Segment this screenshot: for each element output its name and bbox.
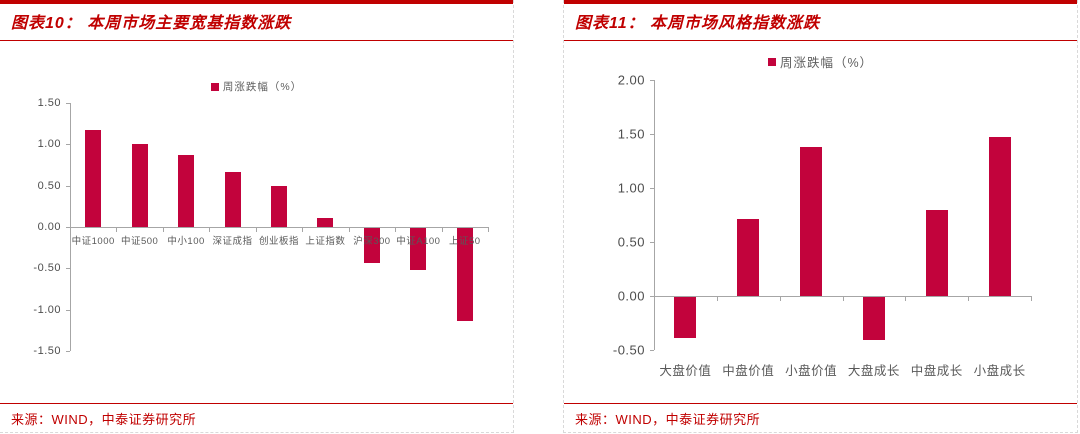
x-tick-mark: [654, 296, 655, 301]
y-tick-mark: [66, 268, 70, 270]
y-axis-tick-label: 1.00: [617, 180, 645, 196]
bar-中小100: [178, 155, 195, 228]
y-tick-mark: [66, 144, 70, 146]
y-tick-mark: [650, 242, 654, 243]
y-axis-tick-label: -1.50: [33, 345, 61, 358]
chart-legend: 周涨跌幅（%）: [0, 79, 513, 94]
x-tick-mark: [488, 227, 489, 233]
chart-legend: 周涨跌幅（%）: [564, 52, 1077, 71]
y-tick-mark: [66, 103, 70, 104]
bar-上证50: [456, 228, 473, 321]
x-tick-mark: [716, 296, 718, 301]
x-axis-label: 小盘价值: [785, 364, 838, 378]
x-tick-mark: [162, 227, 164, 233]
y-axis-tick-label: 0.50: [37, 179, 61, 192]
x-axis-label: 沪深300: [353, 236, 391, 248]
panel-top-accent-bar: [564, 0, 1077, 4]
x-tick-mark: [905, 296, 907, 301]
bar-中证1000: [85, 130, 102, 228]
bar-chart-style-indices: 周涨跌幅（%） 2.00 1.50 1.00 0.50 0.00 -0.50 大盘价值 中盘价…: [564, 41, 1077, 402]
x-axis-line: [70, 227, 488, 229]
legend-label: 周涨跌幅（%）: [779, 56, 874, 70]
bar-深证成指: [224, 171, 241, 228]
x-tick-mark: [779, 296, 781, 301]
bar-大盘价值: [674, 297, 697, 339]
figure-title: 图表11： 本周市场风格指数涨跌: [575, 15, 821, 32]
y-axis-tick-label: 0.50: [617, 234, 645, 250]
x-axis-label: 上证50: [448, 236, 481, 248]
x-tick-mark: [116, 227, 118, 233]
x-axis-label: 大盘成长: [847, 364, 900, 378]
bar-中盘成长: [925, 209, 948, 296]
y-axis-tick-label: 1.50: [617, 126, 645, 142]
y-tick-mark: [66, 351, 70, 353]
source-note: 来源：WIND，中泰证券研究所: [575, 412, 761, 427]
x-axis-label: 上证指数: [305, 236, 346, 248]
x-tick-mark: [70, 227, 71, 233]
x-tick-mark: [209, 227, 211, 233]
bar-中盘价值: [737, 219, 760, 296]
y-tick-mark: [66, 185, 70, 187]
title-divider: [0, 40, 513, 41]
source-divider: [0, 403, 513, 404]
x-tick-mark: [348, 227, 350, 233]
x-tick-mark: [441, 227, 443, 233]
y-axis-tick-label: 0.00: [37, 221, 61, 234]
y-tick-mark: [650, 350, 654, 351]
x-axis-label: 创业板指: [258, 236, 300, 248]
x-tick-mark: [842, 296, 844, 301]
bar-小盘价值: [800, 146, 823, 296]
y-axis-tick-label: 0.00: [617, 288, 645, 304]
x-tick-mark: [968, 296, 970, 301]
y-tick-mark: [66, 227, 70, 229]
bar-小盘成长: [988, 137, 1011, 296]
figure-title: 图表10： 本周市场主要宽基指数涨跌: [11, 15, 292, 32]
figure-panel-style-indices: 图表11： 本周市场风格指数涨跌 周涨跌幅（%） 2.00 1.50 1.00 0.5…: [563, 0, 1078, 433]
x-tick-mark: [255, 227, 257, 233]
bar-中证A100: [410, 228, 427, 271]
bar-沪深300: [363, 228, 380, 263]
x-axis-label: 小盘成长: [973, 364, 1026, 378]
y-axis-tick-label: 1.50: [37, 97, 61, 109]
bar-上证指数: [317, 217, 334, 228]
bar-chart-broad-indices: 周涨跌幅（%） 1.50 1.00 0.50 0.00 -0.50 -1.00 -1.50 中…: [0, 41, 513, 402]
bar-中证500: [131, 144, 148, 228]
x-axis-label: 中盘成长: [910, 364, 963, 378]
y-axis-tick-label: 2.00: [617, 72, 645, 88]
y-axis-tick-label: -0.50: [612, 342, 645, 358]
bar-创业板指: [271, 185, 287, 228]
x-tick-mark: [395, 227, 397, 233]
x-axis-label: 中小100: [167, 236, 205, 248]
x-tick-mark: [302, 227, 304, 233]
legend-swatch-icon: [210, 82, 219, 91]
y-tick-mark: [650, 80, 654, 81]
x-tick-mark: [1031, 296, 1032, 301]
figure-panel-broad-indices: 图表10： 本周市场主要宽基指数涨跌 周涨跌幅（%） 1.50 1.00 0.50 0…: [0, 0, 514, 433]
x-axis-label: 中证500: [120, 236, 159, 248]
y-tick-mark: [650, 134, 654, 135]
source-divider: [564, 403, 1077, 404]
y-tick-mark: [66, 309, 70, 311]
legend-label: 周涨跌幅（%）: [222, 81, 303, 93]
bar-大盘成长: [862, 297, 885, 341]
x-axis-label: 中证1000: [71, 236, 115, 248]
legend-swatch-icon: [767, 57, 776, 66]
y-tick-mark: [650, 296, 654, 297]
y-axis-line: [654, 80, 655, 350]
x-axis-label: 中证A100: [396, 236, 441, 248]
y-axis-tick-label: -1.00: [33, 303, 61, 316]
x-axis-label: 大盘价值: [659, 364, 712, 378]
title-divider: [564, 40, 1077, 41]
y-axis-tick-label: -0.50: [33, 262, 61, 275]
x-axis-label: 中盘价值: [722, 364, 775, 378]
y-axis-tick-label: 1.00: [37, 138, 61, 151]
y-tick-mark: [650, 188, 654, 189]
x-axis-label: 深证成指: [212, 236, 253, 248]
panel-top-accent-bar: [0, 0, 513, 4]
source-note: 来源：WIND，中泰证券研究所: [11, 412, 197, 427]
